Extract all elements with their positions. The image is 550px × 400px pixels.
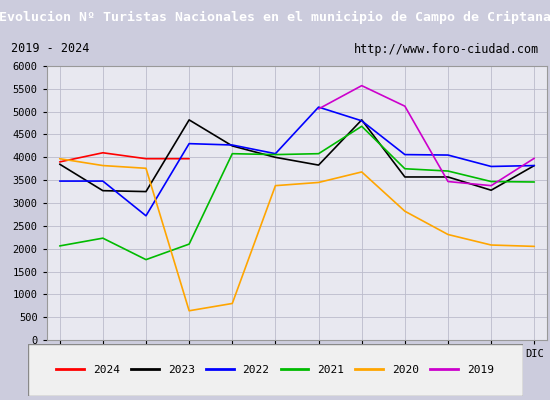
Text: Evolucion Nº Turistas Nacionales en el municipio de Campo de Criptana: Evolucion Nº Turistas Nacionales en el m… bbox=[0, 10, 550, 24]
Legend: 2024, 2023, 2022, 2021, 2020, 2019: 2024, 2023, 2022, 2021, 2020, 2019 bbox=[52, 360, 498, 380]
Text: http://www.foro-ciudad.com: http://www.foro-ciudad.com bbox=[354, 42, 539, 56]
Text: 2019 - 2024: 2019 - 2024 bbox=[11, 42, 89, 56]
